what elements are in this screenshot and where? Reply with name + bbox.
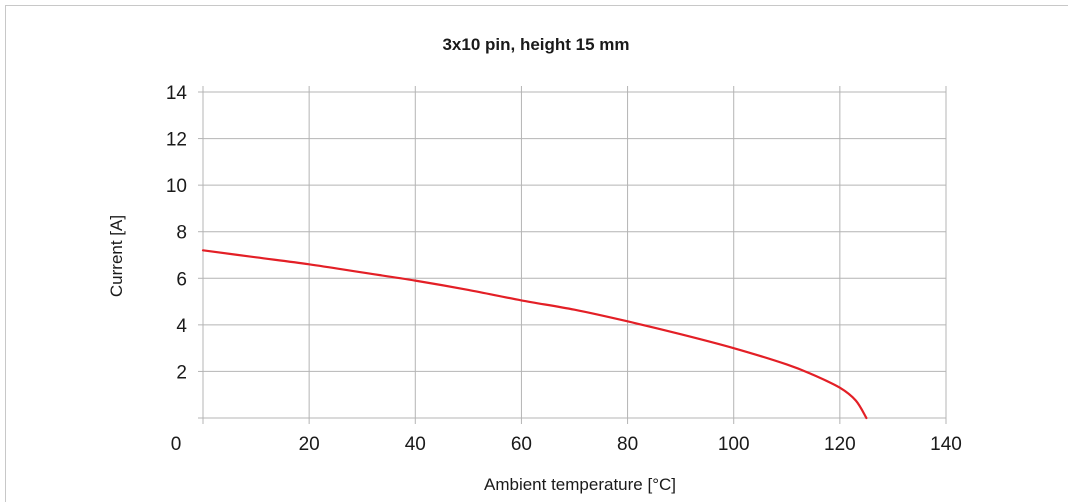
y-tick-label: 2 [176,362,187,383]
x-tick-label: 120 [824,434,856,455]
y-tick-label: 14 [166,83,188,104]
x-axis-label: Ambient temperature [°C] [484,475,676,494]
y-axis-label: Current [A] [107,215,126,297]
chart-frame [5,5,1068,502]
x-tick-label: 140 [930,434,962,455]
x-tick-label: 100 [718,434,750,455]
chart-title: 3x10 pin, height 15 mm [442,35,629,54]
series-line [201,249,868,420]
series-layer [201,249,868,420]
x-tick-label: 20 [299,434,320,455]
y-tick-label: 8 [176,223,187,244]
y-tick-label: 12 [166,130,187,151]
y-tick-label: 10 [166,176,187,197]
x-tick-label: 0 [171,434,182,455]
y-tick-label: 4 [176,316,187,337]
x-tick-label: 60 [511,434,532,455]
y-tick-label: 6 [176,269,187,290]
x-tick-label: 80 [617,434,638,455]
grid [198,86,947,424]
x-tick-label: 40 [405,434,426,455]
